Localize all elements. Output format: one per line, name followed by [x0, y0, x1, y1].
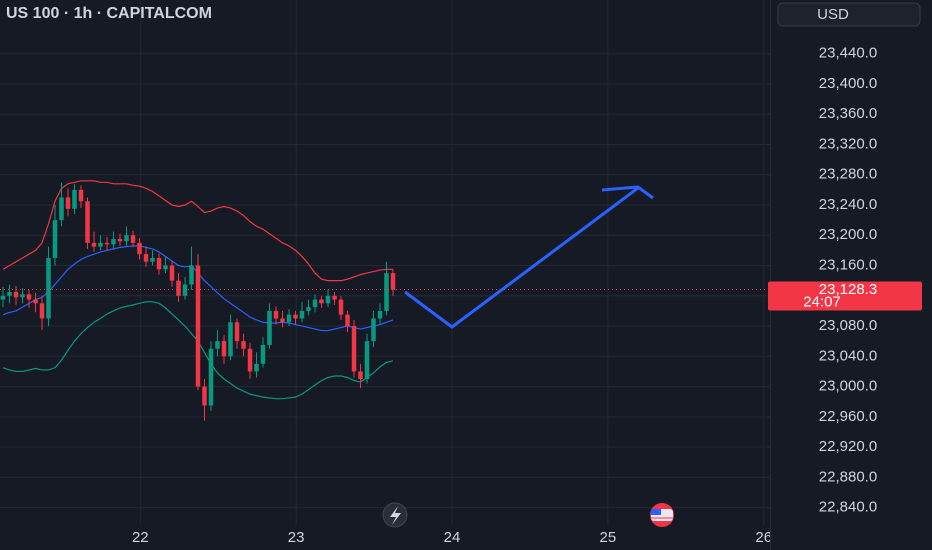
candle-body	[338, 299, 344, 315]
candle-body	[247, 348, 253, 372]
candle-body	[221, 341, 227, 357]
candle-body	[13, 292, 19, 298]
candle-body	[169, 265, 175, 281]
candle-body	[273, 310, 279, 319]
candle-body	[228, 322, 233, 357]
chart-title: US 100 · 1h · CAPITALCOM	[6, 5, 212, 22]
candle-body	[306, 307, 311, 311]
flag-icon[interactable]	[650, 503, 674, 527]
candle-body	[117, 239, 123, 242]
x-tick-label: 25	[600, 529, 617, 546]
candle-body	[254, 363, 259, 372]
candle-body	[98, 242, 103, 247]
candle-body	[208, 348, 214, 406]
candle-body	[7, 292, 12, 296]
y-axis: 23,440.0 23,400.0 23,360.0 23,320.0 23,280.0…	[819, 45, 877, 516]
candle-body	[325, 295, 331, 304]
y-tick-label: 23,320.0	[819, 135, 877, 152]
price-label: 23,128.3	[819, 281, 877, 298]
x-tick-label: 26	[755, 529, 772, 546]
candle-body	[85, 201, 90, 243]
candle-body	[215, 341, 220, 349]
candle-body	[189, 265, 194, 285]
candle-body	[111, 239, 116, 245]
y-tick-label: 23,160.0	[819, 256, 877, 273]
x-tick-label: 22	[132, 529, 149, 546]
band-line	[2, 180, 393, 282]
price-box: 23,128.324:07	[768, 281, 922, 311]
candle-body	[59, 197, 64, 221]
candle-body	[46, 257, 51, 319]
candle-body	[195, 265, 201, 387]
currency[interactable]: USD	[817, 6, 849, 23]
candle-body	[33, 299, 38, 304]
candle-body	[371, 318, 376, 342]
candle-body	[260, 344, 266, 364]
candle-body	[65, 197, 71, 209]
grid	[0, 0, 770, 525]
candle-body	[345, 314, 350, 327]
candle-body	[358, 371, 363, 379]
candle-body	[130, 235, 136, 243]
candle-body	[299, 310, 305, 319]
candle-body	[319, 299, 324, 304]
y-tick-label: 23,040.0	[819, 347, 877, 364]
candle-body	[163, 265, 168, 270]
candle-body	[26, 294, 32, 300]
y-tick-label: 23,000.0	[819, 378, 877, 395]
candle-body	[137, 242, 142, 255]
candle-body	[52, 220, 58, 258]
y-tick-label: 23,080.0	[819, 317, 877, 334]
y-tick-label: 23,440.0	[819, 45, 877, 62]
candle-body	[143, 254, 149, 262]
candle-body	[293, 314, 298, 319]
candle-body	[156, 257, 162, 270]
candle-body	[104, 242, 110, 245]
y-tick-label: 23,200.0	[819, 226, 877, 243]
candle-body	[39, 303, 45, 319]
y-tick-label: 22,920.0	[819, 438, 877, 455]
drawing-arrow[interactable]	[404, 185, 654, 329]
candle-body	[176, 280, 181, 296]
x-axis: 22 23 24 25 26	[132, 529, 772, 546]
candle-body	[72, 189, 77, 209]
y-tick-label: 23,400.0	[819, 75, 877, 92]
candle-body	[150, 257, 155, 262]
y-tick-label: 23,240.0	[819, 196, 877, 213]
price-axis-panel	[770, 0, 932, 550]
candle-body	[182, 284, 188, 296]
candle-body	[286, 314, 292, 323]
y-tick-label: 22,840.0	[819, 499, 877, 516]
event-icon[interactable]	[382, 502, 408, 528]
candle-body	[91, 242, 97, 247]
candles	[0, 182, 770, 421]
x-tick-label: 23	[288, 529, 305, 546]
candle-body	[234, 322, 240, 342]
candle-body	[351, 326, 357, 372]
candle-body	[78, 189, 84, 202]
y-tick-label: 23,360.0	[819, 105, 877, 122]
x-tick-label: 24	[444, 529, 461, 546]
y-tick-label: 22,880.0	[819, 468, 877, 485]
currency-button[interactable]	[777, 2, 921, 27]
candle-body	[202, 386, 207, 406]
candle-body	[124, 235, 129, 242]
y-tick-label: 23,280.0	[819, 166, 877, 183]
candle-body	[332, 295, 337, 300]
candle-body	[20, 294, 25, 298]
candle-body	[312, 299, 318, 308]
candle-body	[241, 341, 246, 349]
candle-body	[0, 295, 6, 300]
price-label-box	[768, 281, 922, 311]
candle-body	[364, 341, 370, 379]
countdown: 24:07	[803, 293, 841, 310]
candle-body	[390, 273, 396, 290]
candle-body	[377, 310, 383, 319]
candle-body	[267, 310, 272, 345]
y-tick-label: 22,960.0	[819, 408, 877, 425]
candle-body	[280, 318, 285, 323]
candle-body	[384, 273, 389, 311]
